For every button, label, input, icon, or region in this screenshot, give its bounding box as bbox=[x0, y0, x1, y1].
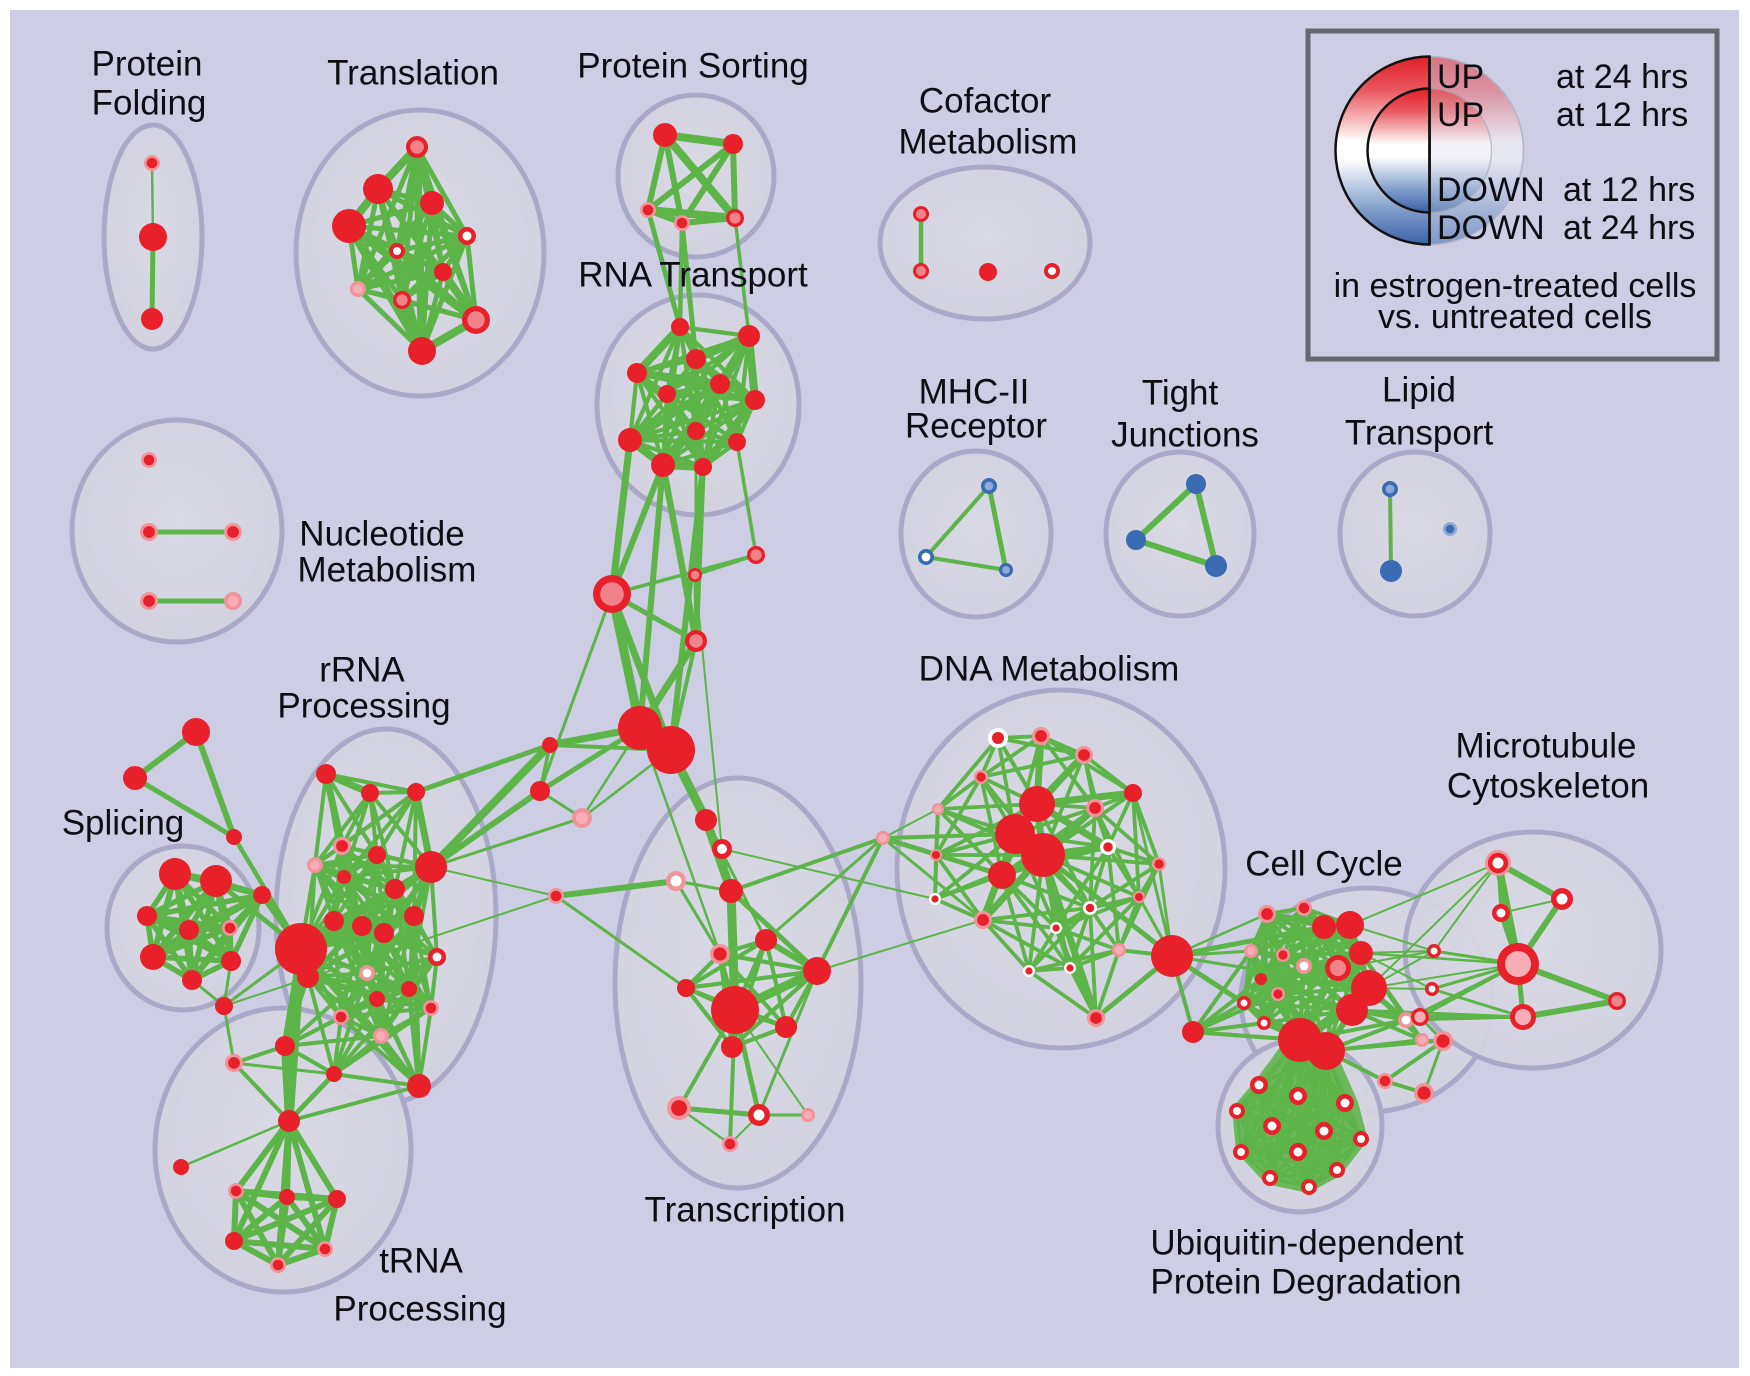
svg-text:rRNA: rRNA bbox=[319, 651, 405, 690]
svg-text:UP: UP bbox=[1437, 58, 1484, 96]
svg-text:Transcription: Transcription bbox=[645, 1191, 846, 1230]
svg-text:at 12 hrs: at 12 hrs bbox=[1563, 171, 1695, 209]
svg-text:DOWN: DOWN bbox=[1437, 209, 1545, 247]
svg-text:Cytoskeleton: Cytoskeleton bbox=[1447, 767, 1649, 806]
svg-text:Microtubule: Microtubule bbox=[1456, 727, 1637, 766]
svg-text:Translation: Translation bbox=[327, 54, 499, 93]
svg-text:UP: UP bbox=[1437, 96, 1484, 134]
svg-text:Transport: Transport bbox=[1345, 414, 1494, 453]
svg-text:Cell Cycle: Cell Cycle bbox=[1245, 845, 1403, 884]
svg-text:Ubiquitin-dependent: Ubiquitin-dependent bbox=[1150, 1224, 1464, 1263]
svg-text:at 12 hrs: at 12 hrs bbox=[1556, 96, 1688, 134]
svg-text:Protein: Protein bbox=[92, 45, 203, 84]
svg-text:at 24 hrs: at 24 hrs bbox=[1556, 58, 1688, 96]
svg-text:DNA Metabolism: DNA Metabolism bbox=[919, 650, 1180, 689]
svg-text:Nucleotide: Nucleotide bbox=[299, 515, 464, 554]
svg-text:Protein Degradation: Protein Degradation bbox=[1150, 1263, 1461, 1302]
svg-text:tRNA: tRNA bbox=[379, 1242, 463, 1281]
svg-text:Splicing: Splicing bbox=[62, 804, 185, 843]
svg-text:Folding: Folding bbox=[92, 84, 207, 123]
svg-text:Lipid: Lipid bbox=[1382, 371, 1456, 410]
svg-text:Processing: Processing bbox=[333, 1290, 506, 1329]
svg-text:vs. untreated cells: vs. untreated cells bbox=[1378, 298, 1652, 336]
svg-text:Processing: Processing bbox=[277, 687, 450, 726]
svg-text:Receptor: Receptor bbox=[905, 407, 1047, 446]
svg-text:RNA Transport: RNA Transport bbox=[578, 256, 808, 295]
svg-text:in estrogen-treated cells: in estrogen-treated cells bbox=[1334, 267, 1697, 305]
svg-text:Tight: Tight bbox=[1142, 374, 1219, 413]
svg-text:MHC-II: MHC-II bbox=[919, 373, 1030, 412]
svg-text:Protein Sorting: Protein Sorting bbox=[577, 47, 809, 86]
svg-text:Metabolism: Metabolism bbox=[298, 551, 477, 590]
svg-text:DOWN: DOWN bbox=[1437, 171, 1545, 209]
svg-text:at 24 hrs: at 24 hrs bbox=[1563, 209, 1695, 247]
svg-text:Cofactor: Cofactor bbox=[919, 82, 1052, 121]
svg-text:Metabolism: Metabolism bbox=[899, 123, 1078, 162]
svg-text:Junctions: Junctions bbox=[1111, 416, 1259, 455]
